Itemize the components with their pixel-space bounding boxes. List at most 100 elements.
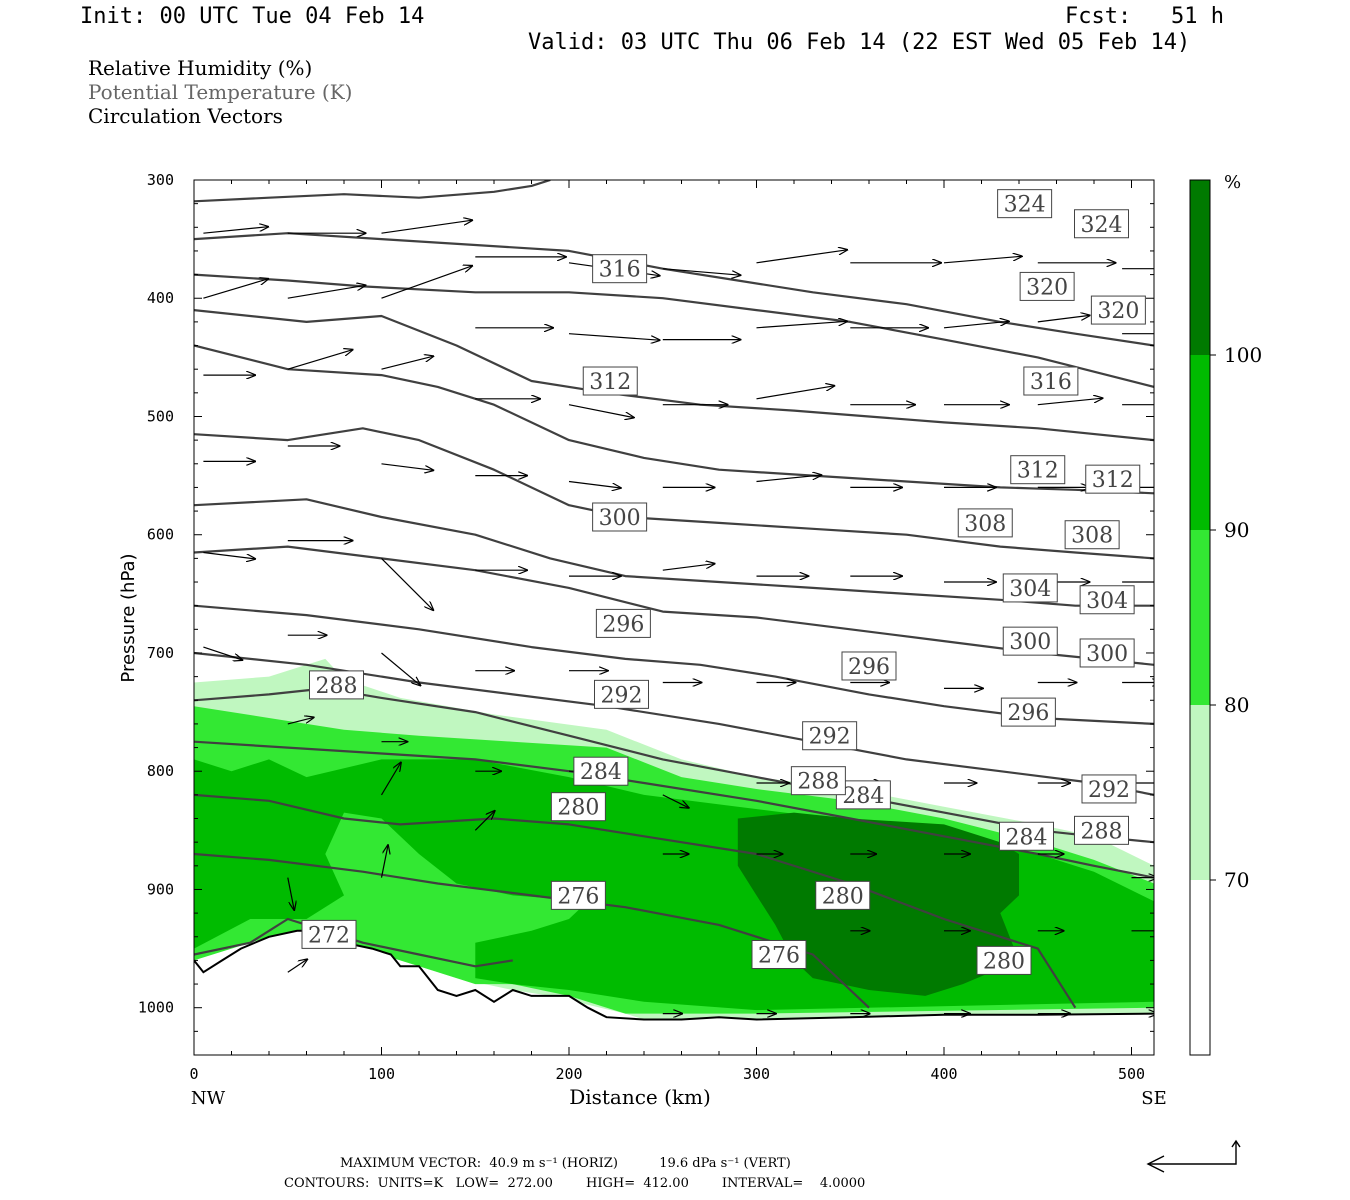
svg-text:312: 312 [1017,459,1059,484]
svg-text:280: 280 [822,884,864,909]
isentrope-label-284: 284 [573,756,629,786]
x-tick-label: 200 [555,1065,582,1083]
isentrope-label-300: 300 [1079,638,1135,668]
x-tick-label: 400 [930,1065,957,1083]
circulation-vector [662,268,741,276]
x-axis-label: Distance (km) [569,1085,711,1109]
isentrope-label-300: 300 [592,502,648,532]
y-axis-label: Pressure (hPa) [118,553,139,682]
svg-text:272: 272 [308,923,350,948]
svg-text:320: 320 [1026,275,1068,300]
circulation-vector [203,646,242,660]
isentrope-320 [194,273,1154,388]
isentrope-label-308: 308 [957,508,1013,538]
svg-text:296: 296 [602,612,644,637]
svg-text:288: 288 [797,770,839,795]
svg-text:308: 308 [1071,524,1113,549]
svg-text:292: 292 [809,725,851,750]
x-left-label: NW [191,1088,226,1109]
circulation-vector [287,877,294,910]
circulation-vector [380,845,389,878]
isentrope-label-316: 316 [592,254,648,284]
colorbar-unit: % [1224,172,1241,193]
x-right-label: SE [1141,1088,1166,1109]
circulation-vector [381,220,473,234]
svg-text:280: 280 [983,949,1025,974]
header-init: Init: 00 UTC Tue 04 Feb 14 [80,4,425,29]
svg-text:312: 312 [589,370,631,395]
legend-vectors: Circulation Vectors [88,104,283,128]
isentrope-label-292: 292 [594,679,649,709]
isentrope-328 [194,180,551,203]
colorbar-frame [1189,179,1211,1056]
circulation-vector [756,250,848,264]
svg-text:280: 280 [557,796,599,821]
circulation-vector [287,717,314,725]
isentrope-label-320: 320 [1019,271,1075,301]
svg-text:284: 284 [842,784,884,809]
isentrope-label-296: 296 [595,608,651,638]
isentrope-label-292: 292 [1081,774,1137,804]
svg-text:324: 324 [1081,213,1123,238]
svg-text:276: 276 [758,943,800,968]
colorbar-label: 100 [1224,343,1262,367]
circulation-vector [756,321,848,329]
isentrope-316 [194,309,1154,442]
svg-text:308: 308 [964,512,1006,537]
isentrope-label-312: 312 [1010,455,1066,485]
y-tick-label: 600 [147,526,174,544]
isentrope-label-layer: 2722762762802802802842842842882882882922… [301,189,1146,975]
rh-region-100 [737,812,1019,996]
svg-text:296: 296 [1007,701,1049,726]
footer-contours: CONTOURS: UNITS=K LOW= 272.00 HIGH= 412.… [284,1176,866,1191]
header-valid: Valid: 03 UTC Thu 06 Feb 14 (22 EST Wed … [528,30,1191,55]
isentrope-label-304: 304 [1002,573,1058,603]
terrain-layer [194,929,1154,1055]
isentrope-label-304: 304 [1079,585,1135,615]
svg-text:300: 300 [1086,642,1128,667]
circulation-vector [943,321,1009,329]
y-tick-label: 500 [147,407,174,425]
isentrope-308 [194,427,1154,560]
x-tick-label: 300 [743,1065,770,1083]
isentrope-label-312: 312 [1085,464,1141,494]
isentrope-312 [194,344,1154,495]
circulation-vector [287,285,366,299]
terrain-fill [194,930,1154,1055]
isentrope-label-296: 296 [841,651,897,681]
plot-frame [193,179,1155,1056]
svg-text:296: 296 [848,655,890,680]
svg-text:276: 276 [557,884,599,909]
isentrope-label-288: 288 [790,766,846,796]
isentrope-label-280: 280 [815,880,871,910]
svg-text:284: 284 [580,760,622,785]
circulation-vector [568,333,660,341]
circulation-vector [1037,315,1090,323]
circulation-vector [756,386,835,400]
svg-text:292: 292 [1088,778,1130,803]
colorbar-segment [1190,180,1210,355]
svg-text:304: 304 [1009,577,1051,602]
isentrope-label-312: 312 [582,366,638,396]
svg-text:316: 316 [1030,370,1072,395]
svg-text:284: 284 [1006,825,1048,850]
footer-max-vector: MAXIMUM VECTOR: 40.9 m s⁻¹ (HORIZ) 19.6 … [340,1156,791,1171]
colorbar-segment [1190,530,1210,705]
isentrope-label-280: 280 [976,945,1032,975]
x-tick-label: 500 [1118,1065,1145,1083]
circulation-vector [381,463,434,471]
circulation-vector [568,480,621,489]
y-tick-label: 300 [147,171,174,189]
isentrope-label-288: 288 [1074,815,1129,845]
isentrope-284 [194,740,1154,879]
colorbar-label: 70 [1224,868,1249,892]
circulation-vector [568,404,634,418]
svg-text:304: 304 [1086,589,1128,614]
circulation-vector [381,356,434,370]
isentrope-280 [194,793,1077,1009]
y-tick-label: 1000 [138,999,174,1017]
svg-text:324: 324 [1004,193,1046,218]
isentrope-296 [194,604,1154,725]
isentrope-324 [194,232,1154,347]
